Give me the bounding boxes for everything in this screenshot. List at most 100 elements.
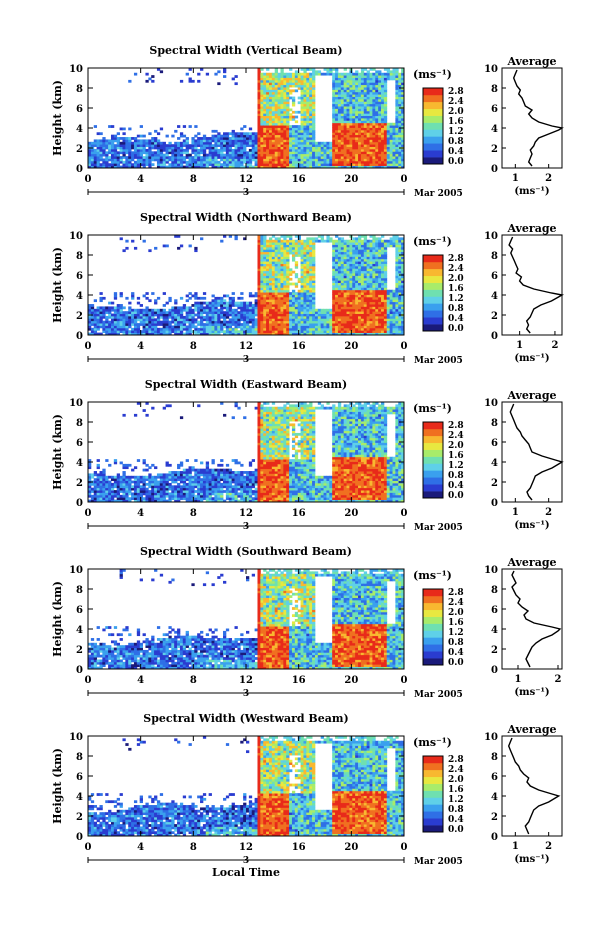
heatmap-cell [338,163,341,166]
heatmap-cell [395,82,398,85]
heatmap-cell [289,299,292,302]
heatmap-cell [137,135,140,138]
heatmap-cell [200,163,203,166]
heatmap-cell [275,75,278,78]
heatmap-cell [117,318,120,321]
heatmap-cell [249,302,252,305]
heatmap-cell [361,75,364,78]
heatmap-cell [266,314,269,317]
heatmap-cell [209,139,212,142]
heatmap-cell [309,106,312,109]
heatmap-cell [105,158,108,161]
heatmap-cell [260,245,263,248]
heatmap-cell [378,99,381,102]
heatmap-cell [347,266,350,269]
heatmap-cell [372,311,375,314]
heatmap-cell [232,323,235,326]
panel-title: Spectral Width (Vertical Beam) [149,44,342,57]
heatmap-cell [232,328,235,331]
heatmap-cell [341,261,344,264]
heatmap-cell [309,252,312,255]
heatmap-cell [341,242,344,245]
heatmap-cell [275,278,278,281]
heatmap-cell [263,330,266,333]
heatmap-cell [303,285,306,288]
x-tick-label: 20 [344,174,358,185]
heatmap-cell [370,309,373,312]
heatmap-cell [212,309,215,312]
heatmap-cell [370,302,373,305]
heatmap-cell [332,249,335,252]
heatmap-cell [355,87,358,90]
heatmap-cell [168,297,171,300]
heatmap-cell [229,151,232,154]
heatmap-cell [341,89,344,92]
heatmap-cell [131,142,134,145]
heatmap-cell [209,311,212,314]
heatmap-cell [263,309,266,312]
heatmap-cell [252,295,255,298]
heatmap-cell [269,97,272,100]
heatmap-cell [280,323,283,326]
heatmap-cell [272,92,275,95]
heatmap-cell [341,328,344,331]
heatmap-cell [332,111,335,114]
heatmap-cell [370,92,373,95]
heatmap-cell [381,154,384,157]
heatmap-cell [257,268,260,271]
heatmap-cell [246,302,249,305]
heatmap-cell [332,135,335,138]
heatmap-cell [220,302,223,305]
heatmap-cell [384,156,387,159]
heatmap-cell [189,328,192,331]
heatmap-cell [372,82,375,85]
heatmap-cell [154,142,157,145]
heatmap-cell [341,252,344,255]
heatmap-cell [186,325,189,328]
heatmap-cell [332,290,335,293]
heatmap-cell [312,92,315,95]
heatmap-cell [384,139,387,142]
heatmap-cell [140,318,143,321]
heatmap-cell [347,154,350,157]
heatmap-cell [370,163,373,166]
heatmap-cell [275,323,278,326]
heatmap-cell [344,264,347,267]
heatmap-cell [108,321,111,324]
heatmap-cell [358,268,361,271]
heatmap-cell [283,92,286,95]
heatmap-cell [335,245,338,248]
heatmap-cell [338,142,341,145]
heatmap-cell [94,161,97,164]
heatmap-cell [266,120,269,123]
heatmap-cell [266,128,269,131]
heatmap-cell [347,273,350,276]
heatmap-cell [395,132,398,135]
heatmap-cell [257,139,260,142]
heatmap-cell [338,108,341,111]
heatmap-cell [145,156,148,159]
heatmap-cell [303,314,306,317]
heatmap-cell [393,70,396,73]
heatmap-cell [306,292,309,295]
heatmap-cell [154,299,157,302]
heatmap-cell [260,154,263,157]
heatmap-cell [338,85,341,88]
heatmap-cell [280,252,283,255]
heatmap-cell [183,161,186,164]
heatmap-cell [344,108,347,111]
heatmap-cell [306,139,309,142]
heatmap-cell [283,314,286,317]
heatmap-cell [312,101,315,104]
heatmap-cell [275,85,278,88]
heatmap-cell [160,149,163,152]
heatmap-cell [91,323,94,326]
heatmap-cell [352,254,355,257]
heatmap-cell [186,161,189,164]
heatmap-cell [120,321,123,324]
heatmap-cell [301,85,304,88]
heatmap-cell [272,285,275,288]
heatmap-cell [312,97,315,100]
heatmap-cell [298,82,301,85]
heatmap-cell [370,275,373,278]
